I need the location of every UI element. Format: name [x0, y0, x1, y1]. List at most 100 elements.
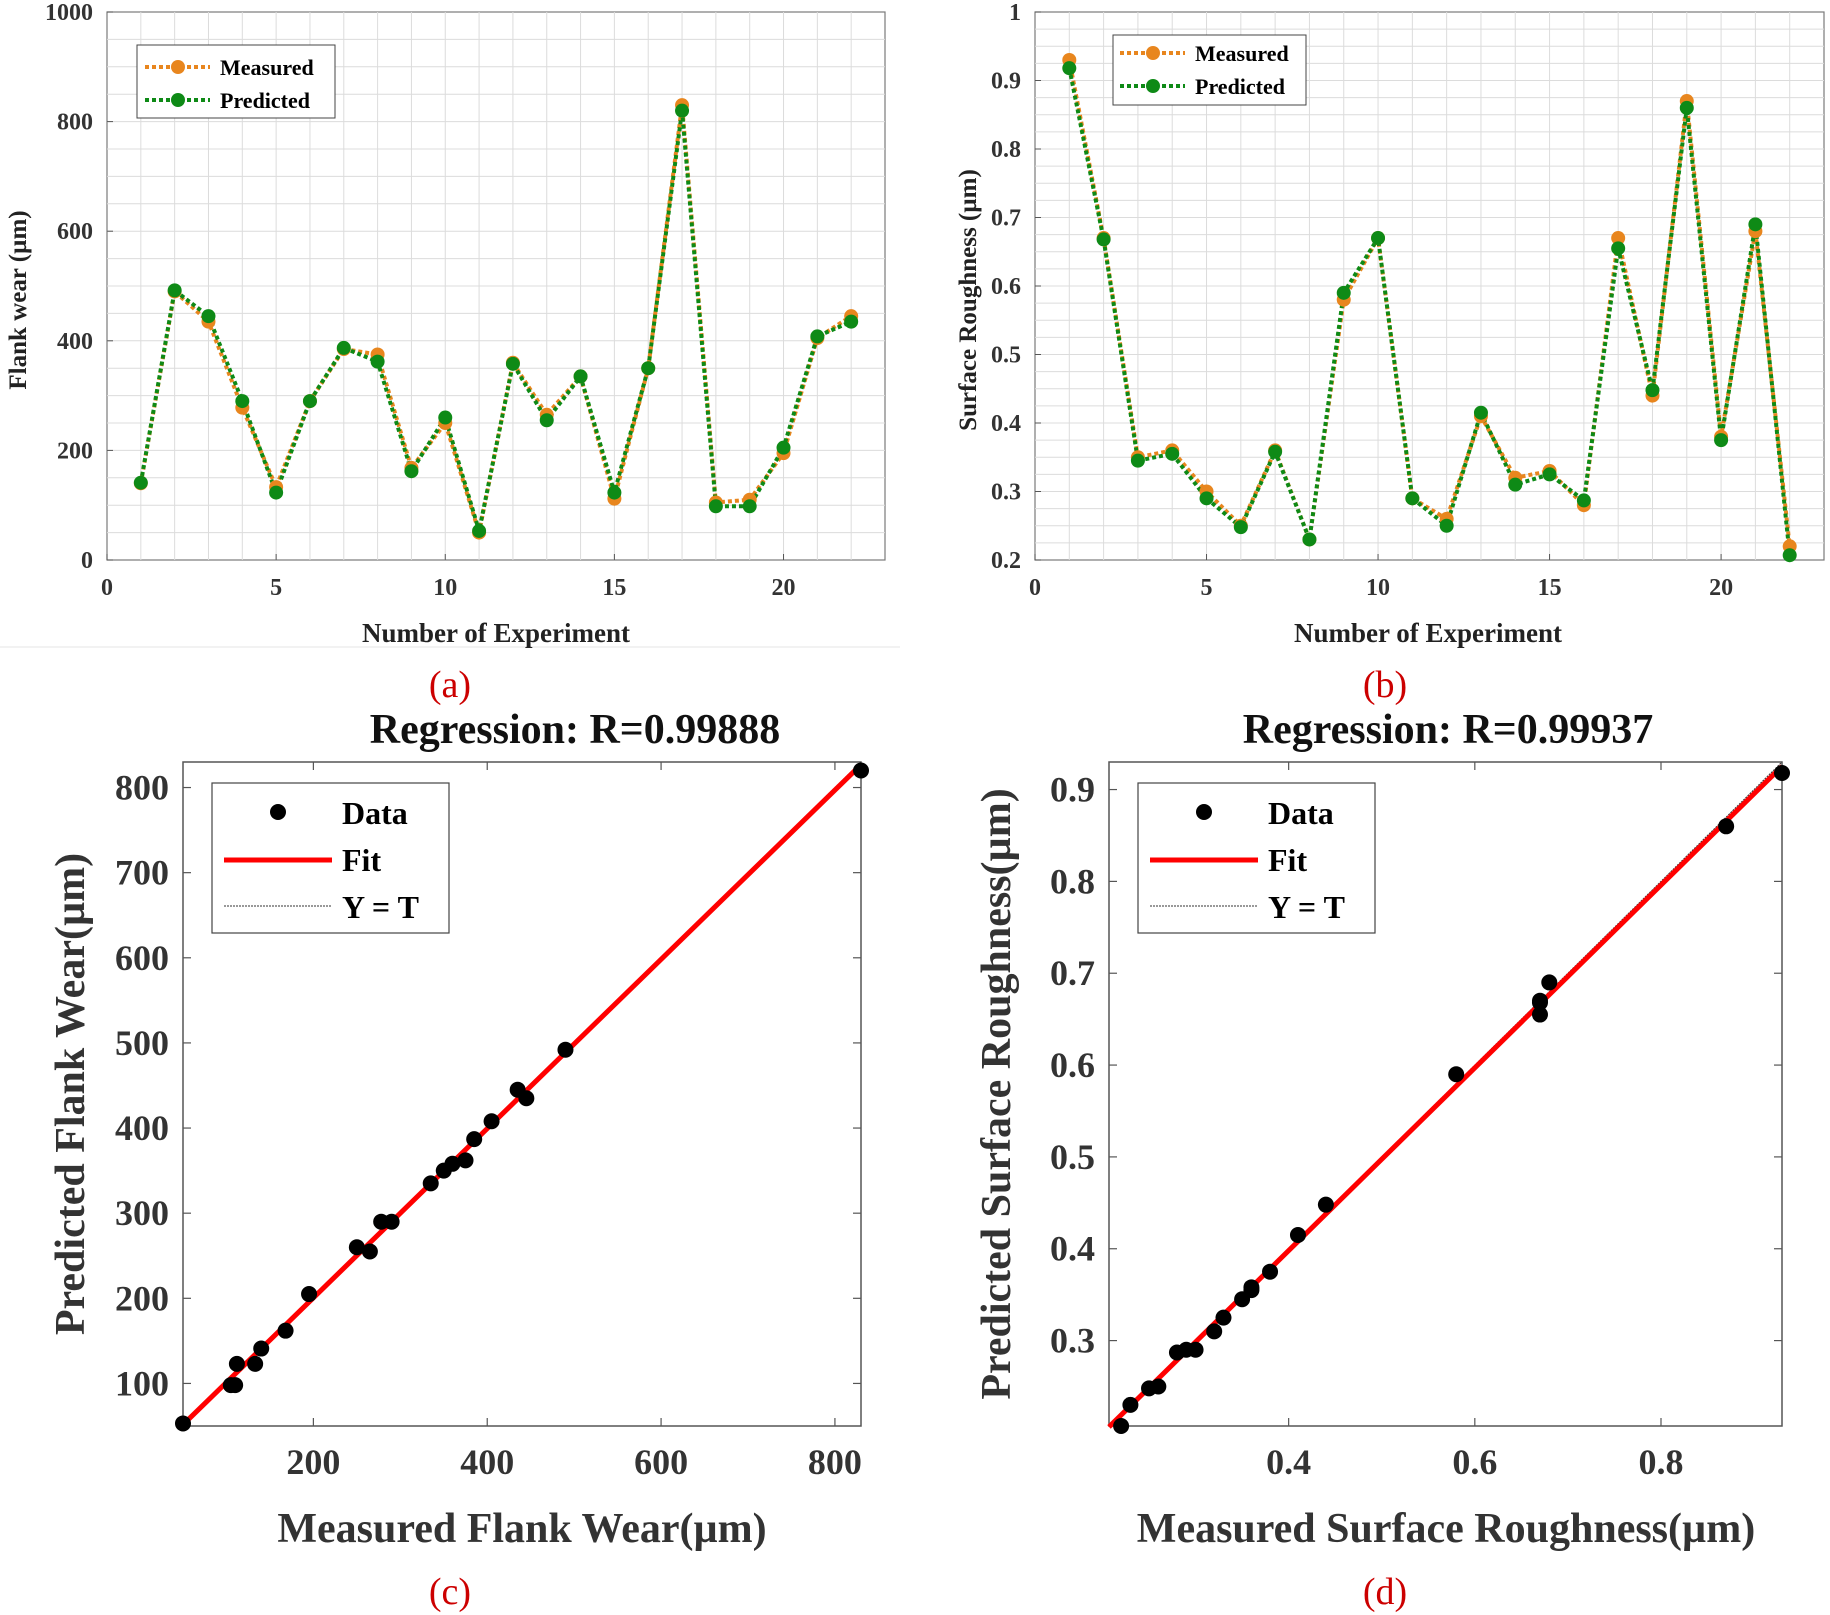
data-point [1774, 765, 1790, 782]
y-tick-label: 1 [1009, 0, 1021, 26]
data-point [853, 762, 869, 779]
series-line-measured [138, 104, 853, 534]
legend-data-marker [270, 804, 286, 820]
y-tick-label: 0.4 [1050, 1229, 1095, 1269]
point-predicted [641, 361, 656, 376]
data-point [466, 1131, 483, 1148]
chart-d-title: Regression: R=0.99937 [1243, 707, 1653, 753]
x-tick-label: 600 [634, 1442, 688, 1482]
point-predicted [1645, 383, 1660, 398]
point-predicted [133, 475, 148, 490]
chart-a-y-axis-label: Flank wear (µm) [5, 210, 32, 389]
y-tick-label: 600 [57, 219, 93, 245]
data-point [435, 1162, 452, 1179]
chart-c-x-axis-label: Measured Flank Wear(µm) [277, 1506, 766, 1552]
point-predicted [776, 440, 791, 455]
point-predicted [302, 394, 317, 409]
y-tick-label: 0.5 [1050, 1137, 1095, 1177]
point-predicted [844, 314, 859, 329]
series-line-measured [1067, 59, 1792, 548]
y-tick-label: 300 [115, 1193, 169, 1233]
legend-data-label: Data [1268, 795, 1334, 831]
y-tick-label: 0.6 [1050, 1045, 1095, 1085]
legend-yt-label: Y = T [342, 889, 419, 925]
y-tick-label: 0.9 [991, 69, 1021, 95]
data-point [1718, 818, 1735, 835]
legend-measured-marker [171, 60, 185, 74]
point-predicted [1096, 232, 1111, 247]
x-tick-label: 10 [433, 575, 457, 601]
data-point [518, 1090, 535, 1107]
y-tick-label: 0.7 [1050, 953, 1095, 993]
point-predicted [810, 329, 825, 344]
point-predicted [607, 485, 622, 500]
point-predicted [1679, 100, 1694, 115]
y-tick-label: 0 [81, 548, 93, 574]
x-tick-label: 800 [808, 1442, 862, 1482]
point-predicted [438, 410, 453, 425]
panel-label-b: (b) [1363, 664, 1407, 706]
data-point [361, 1243, 378, 1260]
x-tick-label: 15 [1538, 575, 1562, 601]
data-point [1150, 1378, 1167, 1395]
legend-data-label: Data [342, 795, 408, 831]
panel-label-d: (d) [1363, 1571, 1407, 1613]
x-tick-label: 10 [1366, 575, 1390, 601]
point-predicted [1165, 446, 1180, 461]
data-point [1113, 1418, 1130, 1434]
data-point [227, 1377, 244, 1394]
legend-measured-marker [1146, 46, 1160, 60]
y-tick-label: 0.3 [1050, 1321, 1095, 1361]
chart-a-legend: Measured Predicted [136, 44, 336, 119]
data-point [1122, 1396, 1139, 1413]
point-predicted [167, 283, 182, 298]
point-predicted [269, 485, 284, 500]
point-predicted [708, 499, 723, 514]
data-point [277, 1322, 294, 1339]
point-predicted [1611, 241, 1626, 256]
data-point [247, 1355, 264, 1372]
x-tick-label: 0.4 [1266, 1442, 1311, 1482]
y-tick-label: 100 [115, 1363, 169, 1403]
data-point [1243, 1279, 1260, 1296]
chart-d-surface-roughness-regression: Regression: R=0.99937 0.4 0.6 0.8 0.3 0.4 0.5… [974, 707, 1790, 1552]
chart-a-series [133, 98, 859, 540]
chart-a-legend-box [136, 44, 336, 119]
data-point [1541, 974, 1558, 991]
series-line-predicted [1067, 67, 1792, 556]
x-tick-label: 200 [286, 1442, 340, 1482]
point-predicted [505, 356, 520, 371]
legend-predicted-label: Predicted [220, 88, 310, 113]
y-tick-label: 800 [57, 110, 93, 136]
x-tick-label: 15 [602, 575, 626, 601]
x-tick-label: 5 [270, 575, 282, 601]
x-tick-label: 400 [460, 1442, 514, 1482]
y-tick-label: 0.9 [1050, 770, 1095, 810]
y-tick-label: 0.5 [991, 343, 1021, 369]
x-tick-label: 20 [772, 575, 796, 601]
y-tick-label: 0.6 [991, 274, 1021, 300]
legend-fit-label: Fit [1268, 842, 1307, 878]
legend-measured-label: Measured [220, 55, 314, 80]
point-predicted [539, 413, 554, 428]
chart-b-surface-roughness-line: 0 5 10 15 20 0.2 0.3 0.4 0.5 0.6 0.7 0.8 0.9 1 Measur… [955, 0, 1825, 648]
x-tick-label: 20 [1709, 575, 1733, 601]
legend-fit-label: Fit [342, 842, 381, 878]
point-predicted [1439, 518, 1454, 533]
data-point [301, 1286, 318, 1303]
point-measured [1611, 231, 1626, 246]
data-point [1168, 1344, 1185, 1361]
chart-b-y-axis-label: Surface Roughness (µm) [955, 169, 982, 431]
chart-b-x-axis-label: Number of Experiment [1294, 618, 1562, 648]
y-tick-label: 700 [115, 853, 169, 893]
point-predicted [1371, 231, 1386, 246]
point-predicted [235, 394, 250, 409]
x-tick-label: 0 [101, 575, 113, 601]
data-point [228, 1355, 245, 1372]
chart-b-legend: Measured Predicted [1112, 34, 1307, 106]
chart-c-title: Regression: R=0.99888 [370, 707, 780, 753]
point-predicted [336, 340, 351, 355]
y-tick-label: 0.4 [991, 411, 1021, 437]
legend-predicted-marker [171, 93, 185, 107]
chart-d-y-axis-label: Predicted Surface Roughness(µm) [974, 788, 1020, 1399]
